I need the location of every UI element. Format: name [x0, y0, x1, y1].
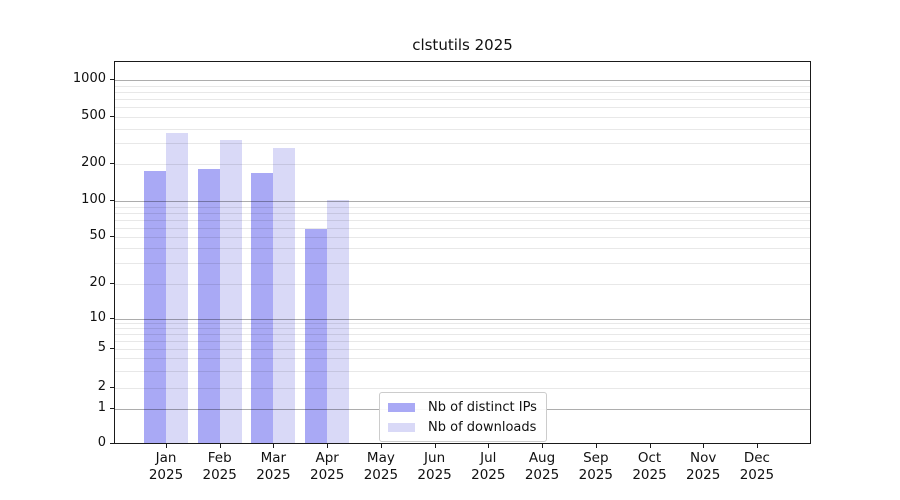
bar-jan-ips [144, 170, 166, 443]
x-tick-mark-jun [434, 444, 436, 448]
bar-feb-ips [197, 168, 220, 443]
bar-mar-ips [251, 173, 274, 443]
y-tick-label-1000: 1000 [72, 71, 106, 86]
bar-apr-downloads [327, 200, 350, 443]
x-tick-label-oct: Oct 2025 [618, 450, 682, 483]
x-tick-label-aug: Aug 2025 [510, 450, 574, 483]
x-tick-month: Apr [315, 450, 339, 466]
y-tick-mark-5 [110, 347, 114, 349]
x-tick-label-jan: Jan 2025 [134, 450, 198, 483]
y-tick-label-50: 50 [89, 228, 106, 243]
y-tick-label-0: 0 [97, 434, 106, 450]
x-tick-mark-nov [703, 444, 705, 448]
y-tick-mark-0 [110, 442, 114, 444]
x-tick-label-nov: Nov 2025 [671, 450, 735, 483]
plot-area [114, 61, 811, 444]
y-tick-label-500: 500 [81, 108, 106, 123]
x-tick-label-jun: Jun 2025 [403, 450, 467, 483]
x-tick-mark-mar [273, 444, 275, 448]
y-tick-label-2: 2 [97, 378, 106, 394]
y-tick-label-20: 20 [89, 274, 106, 290]
legend-row-downloads: Nb of downloads [388, 418, 537, 436]
x-tick-year: 2025 [471, 466, 506, 483]
y-tick-mark-200 [110, 163, 114, 165]
bar-jan-downloads [166, 133, 188, 443]
y-tick-mark-10 [110, 317, 114, 319]
legend-label-ips: Nb of distinct IPs [428, 399, 537, 415]
x-tick-mark-jul [488, 444, 490, 448]
x-tick-year: 2025 [256, 466, 291, 483]
x-tick-year: 2025 [578, 466, 613, 483]
x-tick-year: 2025 [686, 466, 721, 483]
x-tick-month: Mar [260, 450, 287, 466]
x-tick-mark-may [380, 444, 382, 448]
x-tick-year: 2025 [739, 466, 775, 483]
legend-row-ips: Nb of distinct IPs [388, 398, 537, 416]
x-tick-label-mar: Mar 2025 [241, 450, 305, 483]
x-tick-year: 2025 [524, 466, 560, 483]
y-tick-mark-1 [110, 407, 114, 409]
x-tick-year: 2025 [363, 466, 399, 483]
y-tick-mark-50 [110, 236, 114, 237]
x-tick-label-feb: Feb 2025 [188, 450, 252, 483]
y-tick-label-10: 10 [89, 309, 106, 325]
x-tick-label-apr: Apr 2025 [295, 450, 359, 483]
x-tick-month: Oct [637, 450, 662, 466]
bar-apr-ips [305, 229, 328, 443]
x-tick-year: 2025 [417, 466, 452, 483]
legend-label-downloads: Nb of downloads [428, 419, 537, 435]
y-tick-label-5: 5 [97, 339, 106, 355]
x-tick-mark-oct [649, 444, 651, 448]
legend-swatch-ips [388, 402, 415, 412]
y-tick-mark-100 [110, 200, 114, 201]
bar-feb-downloads [219, 140, 242, 443]
x-tick-month: Sep [583, 450, 609, 466]
x-tick-month: Jul [480, 450, 497, 466]
chart-title: clstutils 2025 [412, 36, 513, 54]
legend: Nb of distinct IPs Nb of downloads [379, 392, 547, 442]
x-tick-month: May [366, 450, 395, 466]
y-tick-mark-1000 [110, 79, 114, 80]
x-tick-year: 2025 [202, 466, 237, 483]
bar-mar-downloads [273, 147, 296, 443]
x-tick-year: 2025 [632, 466, 667, 483]
y-tick-mark-2 [110, 386, 114, 388]
x-tick-month: Feb [207, 450, 232, 466]
x-tick-label-dec: Dec 2025 [725, 450, 789, 483]
x-tick-month: Jun [424, 450, 446, 466]
x-tick-mark-apr [327, 444, 329, 448]
y-tick-mark-20 [110, 282, 114, 284]
y-tick-label-1: 1 [97, 399, 106, 415]
x-tick-year: 2025 [148, 466, 184, 483]
x-tick-mark-sep [595, 444, 597, 448]
x-tick-label-may: May 2025 [349, 450, 413, 483]
x-tick-mark-aug [542, 444, 543, 448]
x-tick-month: Aug [528, 450, 556, 466]
legend-swatch-downloads [388, 422, 415, 432]
y-tick-mark-500 [110, 116, 114, 117]
x-tick-mark-dec [756, 444, 758, 448]
x-tick-month: Jan [155, 450, 177, 466]
x-tick-mark-jan [166, 444, 167, 448]
x-tick-label-jul: Jul 2025 [456, 450, 520, 483]
x-tick-month: Dec [743, 450, 770, 466]
x-tick-mark-feb [219, 444, 221, 448]
y-tick-label-200: 200 [81, 155, 106, 171]
y-tick-label-100: 100 [81, 192, 106, 207]
x-tick-label-sep: Sep 2025 [564, 450, 628, 483]
x-tick-year: 2025 [310, 466, 345, 483]
x-tick-month: Nov [690, 450, 717, 466]
bars-layer [115, 62, 810, 443]
